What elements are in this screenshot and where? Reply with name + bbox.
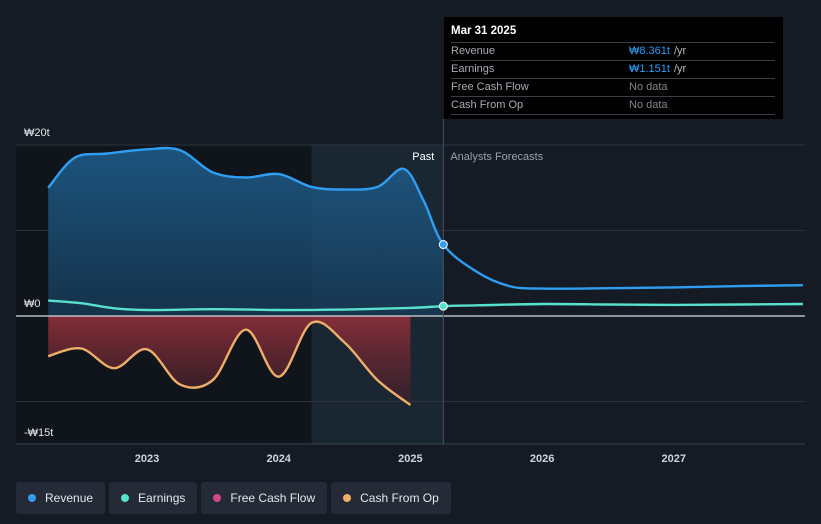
earnings-marker (438, 301, 448, 311)
x-tick-label: 2027 (662, 453, 686, 465)
legend-item-earnings[interactable]: Earnings (109, 482, 198, 514)
legend-item-cash-from-op[interactable]: Cash From Op (331, 482, 451, 514)
legend: Revenue Earnings Free Cash Flow Cash Fro… (16, 482, 455, 514)
tooltip-value: No data (629, 81, 668, 93)
tooltip-label: Cash From Op (451, 99, 524, 111)
tooltip-value: ₩1.151t (629, 63, 670, 75)
tooltip-row-revenue: Revenue ₩8.361t /yr (451, 42, 775, 60)
tooltip-row-free-cash-flow: Free Cash Flow No data (451, 78, 775, 96)
earnings-line (48, 299, 803, 312)
legend-dot-icon (213, 494, 222, 502)
x-tick-label: 2026 (530, 453, 554, 465)
x-tick-label: 2023 (135, 453, 159, 465)
cash-from-op-line (47, 320, 412, 406)
legend-label: Cash From Op (360, 491, 439, 505)
cash-from-op-area (48, 316, 411, 405)
forecast-label: Analysts Forecasts (450, 151, 543, 163)
tooltip: Mar 31 2025 Revenue ₩8.361t /yr Earnings… (444, 17, 783, 119)
tooltip-value: No data (629, 99, 668, 111)
tooltip-date: Mar 31 2025 (451, 25, 517, 37)
y-tick-label: -₩15t (24, 427, 53, 439)
y-tick-label: ₩20t (24, 127, 50, 139)
legend-dot-icon (343, 494, 352, 502)
tooltip-value: ₩8.361t (629, 45, 670, 57)
revenue-line (47, 146, 803, 290)
legend-dot-icon (121, 494, 130, 502)
tooltip-row-cash-from-op: Cash From Op No data (451, 96, 775, 115)
y-tick-label: ₩0 (24, 298, 41, 310)
legend-dot-icon (28, 494, 36, 502)
legend-item-free-cash-flow[interactable]: Free Cash Flow (201, 482, 328, 514)
legend-label: Free Cash Flow (230, 491, 316, 505)
x-tick-label: 2025 (398, 453, 422, 465)
x-tick-label: 2024 (266, 453, 291, 465)
past-label: Past (412, 151, 434, 163)
tooltip-label: Revenue (451, 45, 496, 57)
legend-label: Revenue (45, 491, 94, 505)
tooltip-label: Free Cash Flow (451, 81, 529, 93)
tooltip-unit: /yr (673, 63, 687, 75)
tooltip-label: Earnings (451, 63, 495, 75)
revenue-marker (438, 240, 448, 250)
legend-item-revenue[interactable]: Revenue (16, 482, 106, 514)
tooltip-unit: /yr (673, 45, 687, 57)
legend-label: Earnings (138, 491, 186, 505)
tooltip-row-earnings: Earnings ₩1.151t /yr (451, 60, 775, 78)
